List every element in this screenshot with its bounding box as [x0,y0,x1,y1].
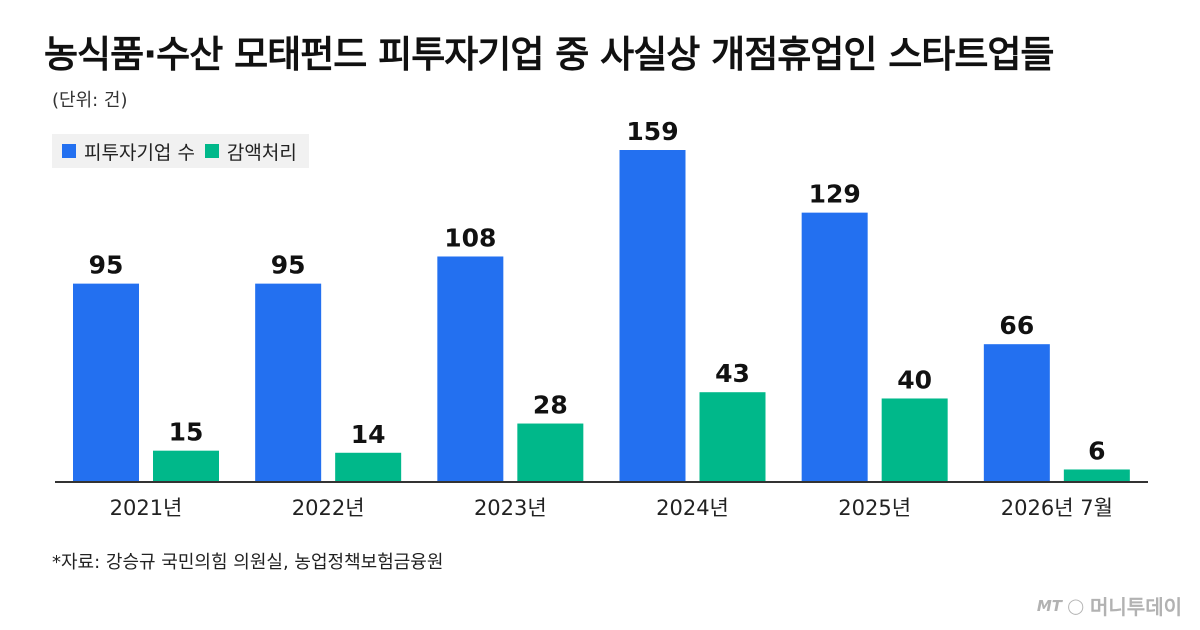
bar-invested-5 [983,344,1050,482]
data-label-invested-3: 159 [626,117,678,146]
bar-invested-4 [801,212,868,482]
bar-invested-2 [437,256,504,482]
legend-label-invested: 피투자기업 수 [84,141,195,164]
data-label-impaired-5: 6 [1088,436,1105,465]
data-label-invested-1: 95 [271,251,306,280]
bar-invested-0 [73,283,139,482]
legend-label-impaired: 감액처리 [226,141,297,164]
x-tick-label-4: 2025년 [838,496,911,520]
data-label-impaired-0: 15 [169,418,204,447]
legend-swatch-invested [62,144,76,158]
legend-swatch-impaired [204,144,219,158]
bar-invested-3 [619,150,686,482]
bar-impaired-1 [335,452,402,482]
bar-invested-1 [255,283,322,482]
x-tick-label-3: 2024년 [656,496,729,520]
data-label-impaired-4: 40 [897,365,932,394]
data-label-impaired-1: 14 [351,420,386,449]
x-tick-label-2: 2023년 [474,496,547,520]
logo-text: 머니투데이 [1090,595,1182,619]
x-tick-label-1: 2022년 [292,496,365,520]
chart-title: 농식품·수산 모태펀드 피투자기업 중 사실상 개점휴업인 스타트업들 [44,33,1054,76]
bar-impaired-5 [1063,469,1130,482]
x-tick-label-5: 2026년 7월 [1001,496,1113,520]
legend-item-impaired: 감액처리 [204,138,297,165]
unit-label: (단위: 건) [52,90,128,111]
legend-item-invested: 피투자기업 수 [62,138,195,165]
logo-mark: MT ◯ [1036,596,1084,615]
x-tick-label-0: 2021년 [110,496,183,520]
data-label-impaired-2: 28 [533,391,568,420]
watermark-logo: MT ◯ 머니투데이 [1037,591,1182,620]
bar-impaired-3 [699,392,766,482]
data-label-invested-5: 66 [999,311,1034,340]
bar-impaired-4 [881,398,948,482]
data-label-impaired-3: 43 [715,359,750,388]
data-label-invested-0: 95 [89,251,124,280]
data-label-invested-4: 129 [809,180,861,209]
data-label-invested-2: 108 [444,223,496,252]
bar-impaired-0 [153,450,219,482]
bar-impaired-2 [517,423,584,482]
legend: 피투자기업 수 감액처리 [52,134,309,168]
source-note: *자료: 강승규 국민의힘 의원실, 농업정책보험금융원 [52,552,444,573]
